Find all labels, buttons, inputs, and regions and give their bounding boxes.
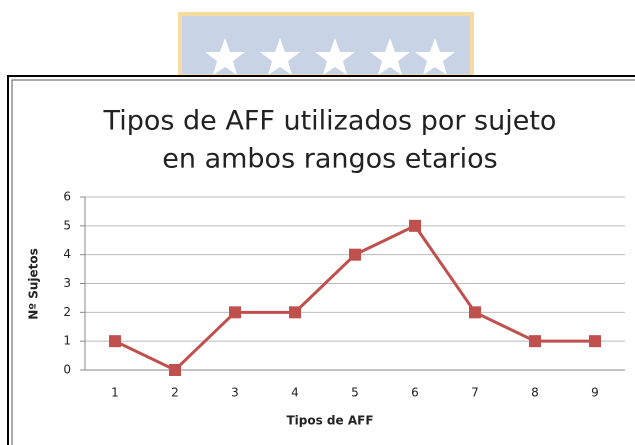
x-tick-label: 5 — [351, 386, 359, 400]
star — [370, 38, 410, 75]
x-tick-label: 4 — [291, 386, 299, 400]
x-tick-label: 7 — [471, 386, 479, 400]
data-point — [469, 306, 481, 319]
x-tick-label: 6 — [411, 386, 419, 400]
star — [260, 38, 300, 75]
x-tick-label: 1 — [111, 386, 119, 400]
y-tick-label: 5 — [63, 218, 71, 232]
x-axis-label: Tipos de AFF — [286, 414, 373, 428]
star — [205, 38, 245, 75]
y-tick-label: 2 — [63, 305, 71, 319]
data-point — [169, 364, 181, 376]
star — [315, 38, 355, 75]
y-tick-label: 3 — [63, 276, 71, 290]
chart-title: en ambos rangos etarios — [162, 144, 497, 175]
data-point — [229, 306, 241, 319]
y-axis-label: Nº Sujetos — [27, 248, 41, 320]
data-point — [409, 219, 421, 232]
y-tick-label: 4 — [63, 247, 71, 261]
data-point — [349, 248, 361, 261]
y-tick-label: 1 — [63, 334, 71, 348]
star — [415, 38, 455, 75]
data-point — [589, 335, 601, 348]
stars — [205, 38, 455, 75]
x-tick-label: 8 — [531, 386, 539, 400]
banner — [178, 12, 474, 78]
chart-frame-inner — [11, 79, 635, 445]
chart-title: Tipos de AFF utilizados por sujeto — [103, 106, 557, 137]
y-tick-label: 6 — [63, 190, 71, 204]
x-tick-label: 3 — [231, 386, 239, 400]
chart-frame — [7, 75, 635, 445]
data-point — [529, 335, 541, 348]
data-point — [289, 306, 301, 319]
x-tick-label: 9 — [591, 386, 599, 400]
data-point — [109, 335, 121, 348]
y-tick-label: 0 — [63, 363, 71, 377]
x-tick-label: 2 — [171, 386, 179, 400]
